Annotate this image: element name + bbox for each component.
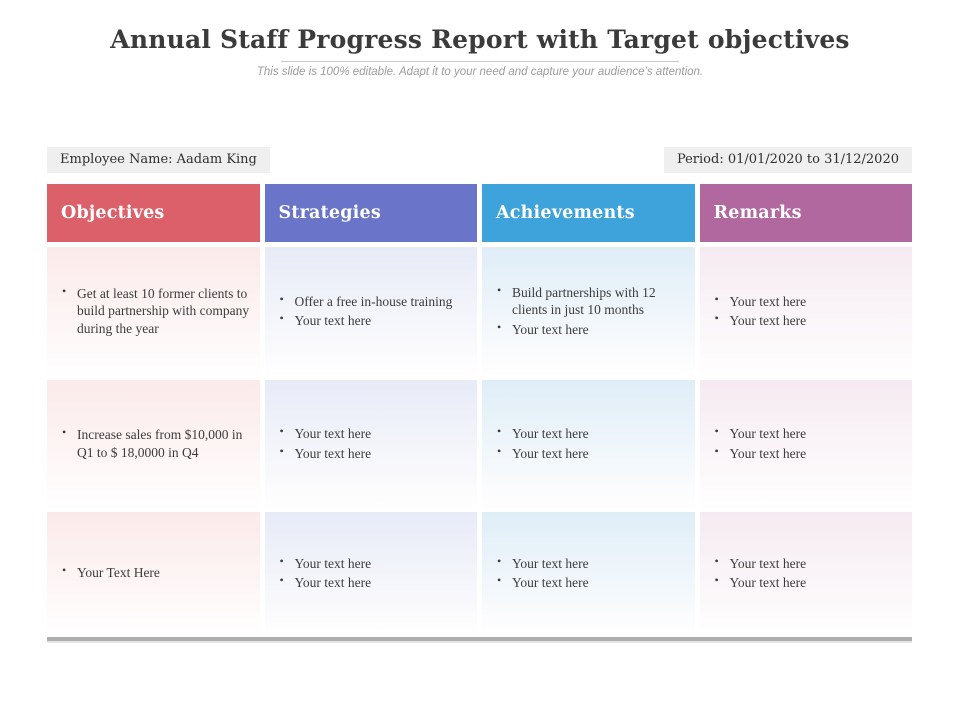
bullet-list: Offer a free in-house trainingYour text … (265, 291, 473, 332)
bullet-item: Your text here (713, 573, 908, 591)
column-header-achievements: Achievements (482, 184, 695, 242)
bullet-list: Your text hereYour text here (700, 423, 908, 464)
bullet-item: Your text here (713, 443, 908, 462)
bullet-item: Build partnerships with 12 clients in ju… (495, 283, 690, 319)
bullet-item: Your text here (495, 443, 690, 462)
employee-name-badge: Employee Name: Aadam King (47, 147, 270, 173)
title-divider (281, 60, 679, 62)
bullet-item: Your text here (495, 424, 690, 442)
cell-remarks-row2: Your text hereYour text here (699, 380, 912, 507)
bullet-item: Your text here (713, 424, 908, 442)
bullet-item: Your text here (278, 424, 473, 442)
bullet-item: Your text here (713, 311, 908, 329)
bullet-list: Your text hereYour text here (700, 553, 908, 594)
column-header-remarks: Remarks (699, 184, 912, 242)
bullet-list: Your Text Here (47, 562, 255, 583)
bullet-list: Your text hereYour text here (482, 423, 690, 464)
period-badge: Period: 01/01/2020 to 31/12/2020 (663, 147, 912, 173)
column-header-label: Strategies (278, 203, 381, 223)
cell-achievements-row1: Build partnerships with 12 clients in ju… (482, 247, 695, 375)
bullet-item: Your text here (495, 573, 690, 591)
cell-objectives-row2: Increase sales from $10,000 in Q1 to $ 1… (47, 380, 260, 507)
cell-objectives-row1: Get at least 10 former clients to build … (47, 247, 260, 375)
bullet-item: Offer a free in-house training (278, 292, 473, 310)
column-header-label: Objectives (61, 203, 165, 223)
column-header-label: Achievements (496, 203, 635, 223)
column-header-label: Remarks (713, 203, 802, 223)
bullet-item: Your text here (713, 292, 908, 310)
page-subtitle: This slide is 100% editable. Adapt it to… (256, 65, 704, 78)
bullet-item: Your text here (278, 573, 473, 591)
table-bottom-bar (47, 637, 912, 641)
cell-remarks-row1: Your text hereYour text here (699, 247, 912, 375)
bullet-list: Your text hereYour text here (265, 423, 473, 464)
bullet-list: Your text hereYour text here (700, 291, 908, 332)
bullet-item: Get at least 10 former clients to build … (60, 284, 255, 337)
bullet-item: Your text here (495, 554, 690, 572)
cell-strategies-row2: Your text hereYour text here (264, 380, 477, 507)
cell-achievements-row3: Your text hereYour text here (482, 512, 695, 634)
cell-strategies-row1: Offer a free in-house trainingYour text … (264, 247, 477, 375)
bullet-list: Build partnerships with 12 clients in ju… (482, 282, 690, 340)
bullet-item: Your text here (278, 443, 473, 462)
bullet-item: Your text here (713, 554, 908, 572)
bullet-item: Your Text Here (60, 563, 255, 581)
column-header-strategies: Strategies (264, 184, 477, 242)
column-header-objectives: Objectives (47, 184, 260, 242)
cell-objectives-row3: Your Text Here (47, 512, 260, 634)
page-title: Annual Staff Progress Report with Target… (110, 25, 850, 54)
bullet-item: Your text here (278, 554, 473, 572)
cell-achievements-row2: Your text hereYour text here (482, 380, 695, 507)
bullet-list: Get at least 10 former clients to build … (47, 283, 255, 339)
title-block: Annual Staff Progress Report with Target… (0, 25, 960, 78)
cell-strategies-row3: Your text hereYour text here (264, 512, 477, 634)
report-table: Objectives Strategies Achievements Remarks G… (47, 184, 912, 634)
bullet-list: Your text hereYour text here (265, 553, 473, 594)
bullet-list: Increase sales from $10,000 in Q1 to $ 1… (47, 424, 255, 463)
bullet-item: Your text here (278, 311, 473, 329)
bullet-list: Your text hereYour text here (482, 553, 690, 594)
bullet-item: Your text here (495, 320, 690, 338)
cell-remarks-row3: Your text hereYour text here (699, 512, 912, 634)
bullet-item: Increase sales from $10,000 in Q1 to $ 1… (60, 425, 255, 461)
